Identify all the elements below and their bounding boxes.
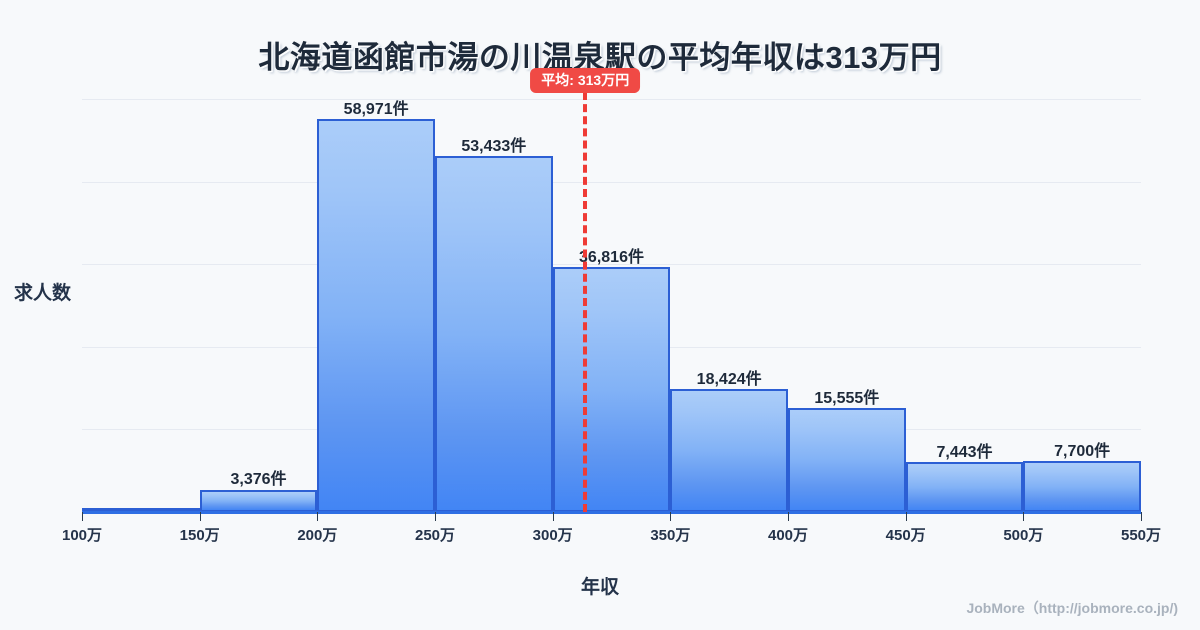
gridline — [82, 264, 1141, 265]
histogram-bar — [317, 118, 435, 512]
bar-value-label: 36,816件 — [579, 248, 644, 266]
x-tick-label: 300万 — [532, 527, 573, 544]
average-line — [583, 92, 588, 512]
x-tick-label: 350万 — [650, 527, 691, 544]
x-tick-label: 100万 — [61, 527, 103, 544]
x-axis-line — [82, 511, 1141, 514]
footer-attribution: JobMore（http://jobmore.co.jp/) — [966, 600, 1178, 616]
x-tick-mark — [552, 512, 554, 521]
x-tick-label: 400万 — [767, 527, 809, 544]
gridline — [82, 182, 1141, 183]
histogram-bar — [552, 266, 671, 512]
x-tick-mark — [317, 512, 319, 521]
bar-value-label: 3,376件 — [230, 471, 287, 489]
x-tick-mark — [788, 512, 789, 521]
bar-value-label: 18,424件 — [696, 371, 762, 389]
x-tick-mark — [1141, 512, 1142, 521]
x-tick-label: 550万 — [1120, 527, 1162, 544]
bar-value-label: 15,555件 — [814, 390, 880, 408]
x-tick-mark — [199, 512, 201, 521]
bar-value-label: 7,700件 — [1054, 442, 1111, 460]
histogram-bar — [1023, 460, 1141, 512]
histogram-bar — [788, 408, 906, 512]
y-axis-title: 求人数 — [14, 283, 72, 304]
histogram-bar — [435, 155, 553, 512]
bar-value-label: 58,971件 — [343, 100, 409, 118]
bar-value-label: 53,433件 — [461, 137, 527, 155]
x-tick-mark — [670, 512, 672, 521]
x-tick-label: 250万 — [414, 527, 456, 544]
x-tick-label: 150万 — [179, 527, 220, 544]
histogram-bar — [905, 462, 1024, 512]
average-badge: 平均: 313万円 — [530, 68, 641, 93]
x-tick-label: 500万 — [1003, 527, 1044, 544]
bar-value-label: 7,443件 — [936, 444, 993, 462]
x-tick-label: 200万 — [297, 527, 338, 544]
x-tick-mark — [435, 512, 436, 521]
x-tick-mark — [82, 512, 83, 521]
x-tick-mark — [905, 512, 907, 521]
histogram-bar — [199, 489, 318, 512]
plot-area: 3,376件 58,971件 53,433件 36,816件 18,424件 15,555… — [62, 68, 1161, 544]
x-axis-title: 年収 — [580, 577, 619, 598]
histogram-bar — [670, 389, 788, 512]
x-tick-mark — [1023, 512, 1025, 521]
gridline — [82, 99, 1141, 100]
x-tick-label: 450万 — [885, 527, 926, 544]
